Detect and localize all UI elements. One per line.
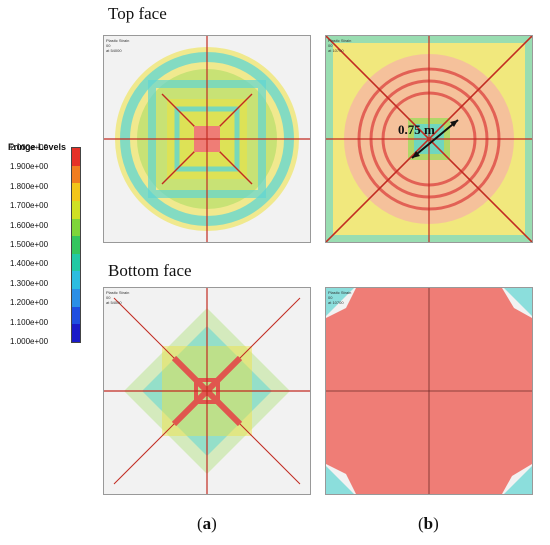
colorbar-segment xyxy=(72,148,80,166)
colorbar-segment xyxy=(72,289,80,307)
bottom-face-heading: Bottom face xyxy=(108,261,192,280)
panel-b-bottom: Plastic Strain 00 at 10700 xyxy=(325,287,533,495)
top-face-heading: Top face xyxy=(108,4,167,23)
colorbar-segment xyxy=(72,236,80,254)
colorbar-segment xyxy=(72,165,80,184)
legend-tick-label: 1.000e+00 xyxy=(10,337,49,346)
diameter-annotation: 0.75 m xyxy=(398,122,435,137)
colorbar-segment xyxy=(72,324,80,343)
legend-tick-label: 1.800e+00 xyxy=(10,181,49,191)
colorbar-segment xyxy=(72,183,80,201)
legend-tick-label: 1.100e+00 xyxy=(10,317,49,327)
legend-ticks: 2.000e+00 1.900e+00 1.800e+00 1.700e+00 1.60… xyxy=(10,143,70,346)
caption-b: (b) xyxy=(418,514,439,533)
legend-tick-label: 1.300e+00 xyxy=(10,278,49,288)
legend-tick-label: 1.400e+00 xyxy=(10,259,49,269)
legend-tick-label: 1.600e+00 xyxy=(10,220,49,230)
panel-header: Plastic Strain 00 at 10700 xyxy=(328,290,352,305)
panel-header: Plastic Strain 00 at 10700 xyxy=(328,38,352,53)
legend-tick-label: 1.200e+00 xyxy=(10,298,49,308)
panel-a-top: Plastic Strain 00 at 54000 xyxy=(103,35,311,243)
legend-tick-label: 1.900e+00 xyxy=(10,162,49,172)
colorbar-segment xyxy=(72,218,80,237)
panel-header: Plastic Strain 00 at 54000 xyxy=(106,38,130,53)
panel-a-bottom: Plastic Strain 00 at 54000 xyxy=(103,287,311,495)
caption-a: (a) xyxy=(197,514,217,533)
panel-header: Plastic Strain 00 at 54000 xyxy=(106,290,130,305)
colorbar-segment xyxy=(72,200,80,219)
legend-tick-label: 1.500e+00 xyxy=(10,240,49,249)
colorbar-segment xyxy=(72,253,80,272)
legend-tick-label: 2.000e+00 xyxy=(10,143,49,152)
colorbar-segment xyxy=(72,306,80,325)
legend-tick-label: 1.700e+00 xyxy=(10,201,49,211)
panel-b-top: Plastic Strain 00 at 10700 0.75 m xyxy=(325,35,533,243)
colorbar xyxy=(71,147,81,343)
legend-title: Fringe Levels xyxy=(8,142,67,152)
colorbar-segment xyxy=(72,271,80,290)
